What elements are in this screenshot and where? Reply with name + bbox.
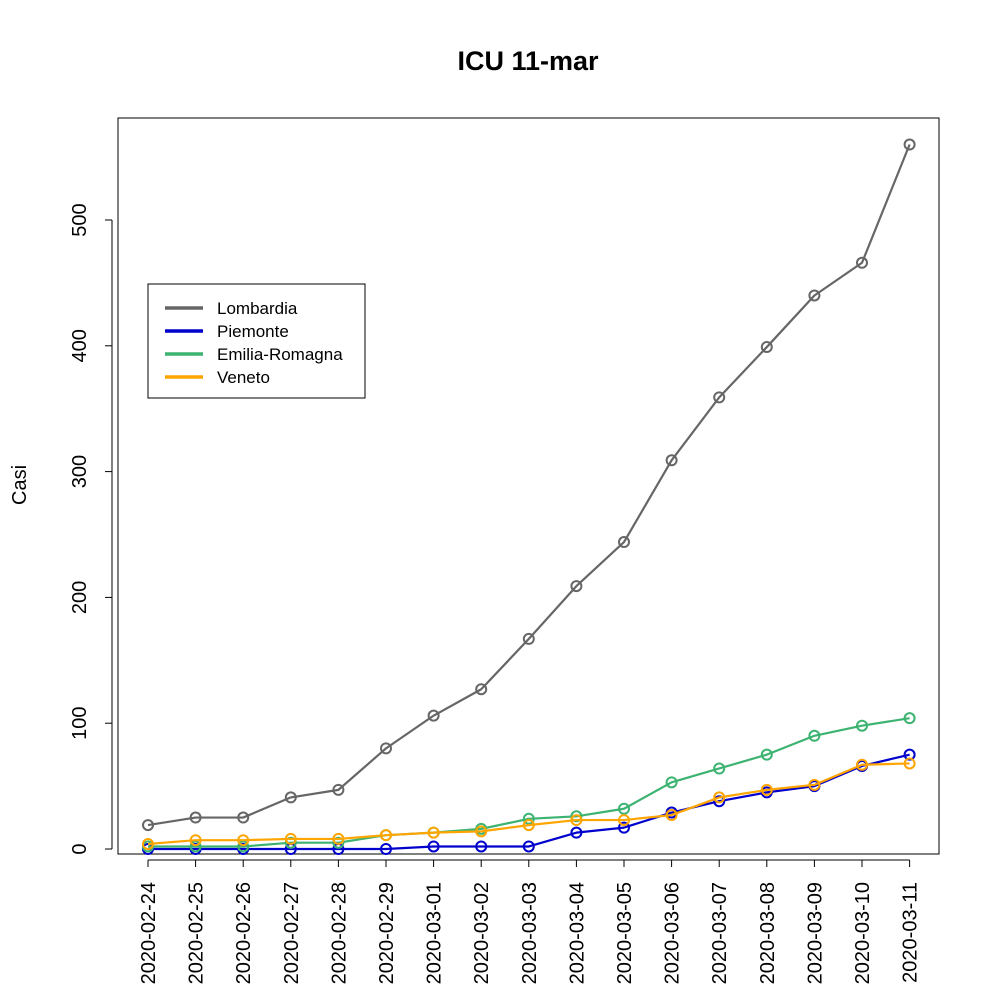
series-line [148, 717, 910, 848]
data-point [903, 712, 916, 725]
x-tick-label: 2020-03-05 [614, 882, 636, 984]
x-tick-label: 2020-02-28 [328, 882, 350, 984]
data-point [760, 341, 773, 354]
data-point [570, 580, 583, 593]
data-point [665, 454, 678, 467]
data-point [332, 783, 345, 796]
data-point [237, 834, 250, 847]
legend: Lombardia Piemonte Emilia-Romagna Veneto [147, 283, 366, 399]
series-piemonte [142, 748, 916, 855]
series-line [147, 144, 911, 827]
y-tick-label: 200 [69, 581, 91, 614]
y-tick-label: 500 [69, 203, 91, 236]
series-layer [142, 138, 916, 855]
data-point [189, 840, 202, 853]
legend-label: Lombardia [217, 299, 298, 318]
data-point [332, 832, 345, 845]
data-point [427, 709, 440, 722]
data-point [713, 795, 726, 808]
data-point [142, 819, 154, 832]
data-point [380, 843, 392, 855]
data-point [618, 802, 630, 815]
data-point [665, 809, 678, 822]
data-point [284, 836, 297, 849]
x-tick-label: 2020-03-02 [471, 882, 493, 984]
y-tick-label: 0 [69, 843, 91, 854]
data-point [427, 826, 440, 839]
data-point [237, 811, 250, 824]
data-point [427, 840, 440, 853]
legend-label: Veneto [217, 368, 270, 387]
data-point [380, 829, 392, 842]
data-point [808, 289, 821, 302]
data-point [332, 836, 345, 849]
x-tick-label: 2020-03-07 [709, 882, 731, 984]
data-point [856, 758, 868, 771]
data-point [856, 256, 868, 269]
data-point [808, 778, 821, 791]
data-point [570, 814, 583, 827]
x-tick-label: 2020-02-29 [376, 882, 398, 984]
data-point [713, 791, 726, 804]
data-point [475, 840, 488, 853]
y-axis-label: Casi [9, 465, 31, 505]
data-point [760, 783, 773, 796]
plot-frame [117, 117, 940, 855]
data-point [380, 742, 392, 755]
data-point [618, 814, 630, 827]
data-point [618, 821, 630, 834]
data-point [808, 729, 821, 742]
x-tick-label: 2020-02-25 [186, 882, 208, 984]
data-point [284, 791, 297, 804]
data-point [237, 840, 250, 853]
x-tick-label: 2020-02-26 [233, 882, 255, 984]
x-tick-label: 2020-03-09 [804, 882, 826, 984]
x-tick-label: 2020-03-08 [757, 882, 779, 984]
x-tick-label: 2020-03-04 [566, 882, 588, 984]
x-tick-label: 2020-03-03 [519, 882, 541, 984]
data-point [903, 757, 916, 770]
data-point [142, 837, 154, 850]
y-tick-label: 300 [69, 455, 91, 488]
data-point [570, 810, 583, 823]
data-point [856, 719, 868, 732]
series-emilia-romagna [142, 712, 916, 853]
y-axis: 0 100 200 300 400 500 [69, 203, 113, 855]
series-line [148, 753, 910, 851]
data-point [760, 748, 773, 761]
data-point [522, 840, 535, 853]
data-point [189, 834, 202, 847]
data-point [570, 826, 583, 839]
series-lombardia [142, 138, 916, 832]
chart-title: ICU 11-mar [457, 46, 599, 76]
data-point [522, 819, 535, 832]
y-tick-label: 400 [69, 329, 91, 362]
x-tick-label: 2020-03-01 [424, 882, 446, 984]
x-tick-label: 2020-02-24 [138, 882, 160, 984]
data-point [284, 832, 297, 845]
x-tick-label: 2020-03-11 [900, 882, 922, 983]
series-veneto [142, 757, 916, 850]
data-point [522, 812, 535, 825]
legend-box [147, 283, 366, 399]
data-point [522, 632, 535, 645]
x-tick-label: 2020-02-27 [281, 882, 303, 984]
series-line [147, 762, 910, 846]
data-point [189, 811, 202, 824]
legend-label: Emilia-Romagna [217, 345, 343, 364]
data-point [903, 138, 916, 151]
y-tick-label: 100 [69, 707, 91, 740]
legend-label: Piemonte [217, 322, 289, 341]
data-point [713, 391, 726, 404]
data-point [903, 748, 916, 761]
data-point [475, 825, 488, 838]
data-point [665, 776, 678, 789]
data-point [618, 536, 630, 549]
x-axis: 2020-02-24 2020-02-25 2020-02-26 2020-02-27… [138, 859, 922, 984]
data-point [475, 683, 488, 696]
data-point [713, 762, 726, 775]
x-tick-label: 2020-03-10 [852, 882, 874, 984]
x-tick-label: 2020-03-06 [662, 882, 684, 984]
